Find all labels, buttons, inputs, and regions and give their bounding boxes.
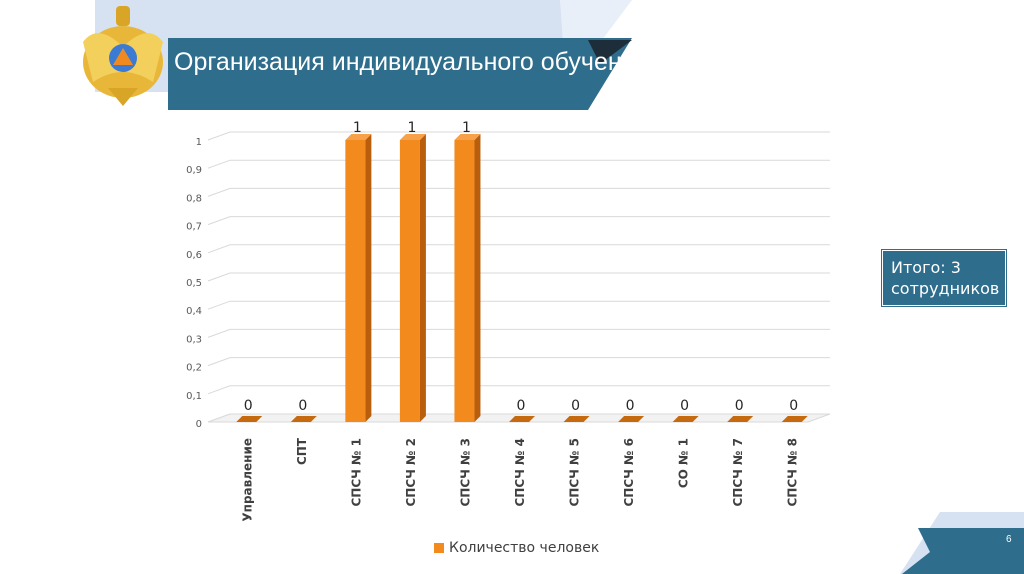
x-category-label: СПСЧ № 3	[458, 438, 472, 507]
x-category-label: СПСЧ № 7	[731, 438, 745, 507]
gridline	[207, 385, 830, 395]
gridline	[207, 272, 830, 282]
data-label: 0	[517, 398, 526, 414]
data-label: 1	[353, 120, 362, 136]
gridline	[207, 159, 830, 169]
gridline	[207, 357, 830, 367]
bar	[781, 416, 808, 422]
emblem-icon	[83, 6, 163, 106]
y-tick-label: 0,6	[186, 250, 202, 261]
data-label: 1	[462, 120, 471, 136]
gridline	[207, 328, 830, 338]
x-category-label: СПСЧ № 6	[622, 438, 636, 507]
bar	[618, 416, 645, 422]
y-tick-label: 0,8	[186, 193, 202, 204]
data-label: 0	[571, 398, 580, 414]
bar	[727, 416, 754, 422]
x-category-label: СО № 1	[677, 438, 691, 488]
bar	[563, 416, 590, 422]
bar	[290, 416, 317, 422]
bar	[399, 134, 426, 422]
data-label: 1	[407, 120, 416, 136]
x-category-label: СПТ	[295, 437, 309, 465]
data-label: 0	[626, 398, 635, 414]
legend-label: Количество человек	[449, 540, 600, 556]
gridline	[207, 216, 830, 226]
x-category-label: СПСЧ № 4	[513, 438, 527, 507]
y-tick-label: 0,7	[186, 222, 202, 233]
y-tick-label: 0	[196, 419, 202, 430]
bar	[345, 134, 372, 422]
gridline	[207, 244, 830, 254]
gridline	[207, 131, 830, 141]
data-label: 0	[244, 398, 253, 414]
bar	[672, 416, 699, 422]
y-tick-label: 0,4	[186, 306, 202, 317]
gridline	[207, 187, 830, 197]
bar	[236, 416, 263, 422]
x-category-label: Управление	[240, 438, 254, 522]
x-category-label: СПСЧ № 5	[568, 438, 582, 507]
y-tick-label: 0,1	[186, 391, 202, 402]
y-tick-label: 0,5	[186, 278, 202, 289]
data-label: 0	[298, 398, 307, 414]
slide-title: Организация индивидуального обучения	[174, 48, 650, 76]
data-label: 0	[680, 398, 689, 414]
page-number: 6	[1006, 534, 1012, 545]
data-label: 0	[789, 398, 798, 414]
y-tick-label: 0,9	[186, 165, 202, 176]
y-tick-label: 0,3	[186, 334, 202, 345]
bar	[509, 416, 535, 422]
chart-legend: Количество человек	[434, 540, 599, 556]
gridline	[207, 300, 830, 310]
y-tick-label: 0,2	[186, 363, 202, 374]
data-label: 0	[735, 398, 744, 414]
legend-swatch	[434, 543, 444, 553]
x-category-label: СПСЧ № 2	[404, 438, 418, 507]
total-summary-box: Итого: 3 сотрудников	[882, 250, 1006, 306]
y-tick-label: 1	[196, 137, 202, 148]
bar	[454, 134, 481, 422]
x-category-label: СПСЧ № 1	[349, 438, 363, 507]
x-category-label: СПСЧ № 8	[786, 438, 800, 507]
